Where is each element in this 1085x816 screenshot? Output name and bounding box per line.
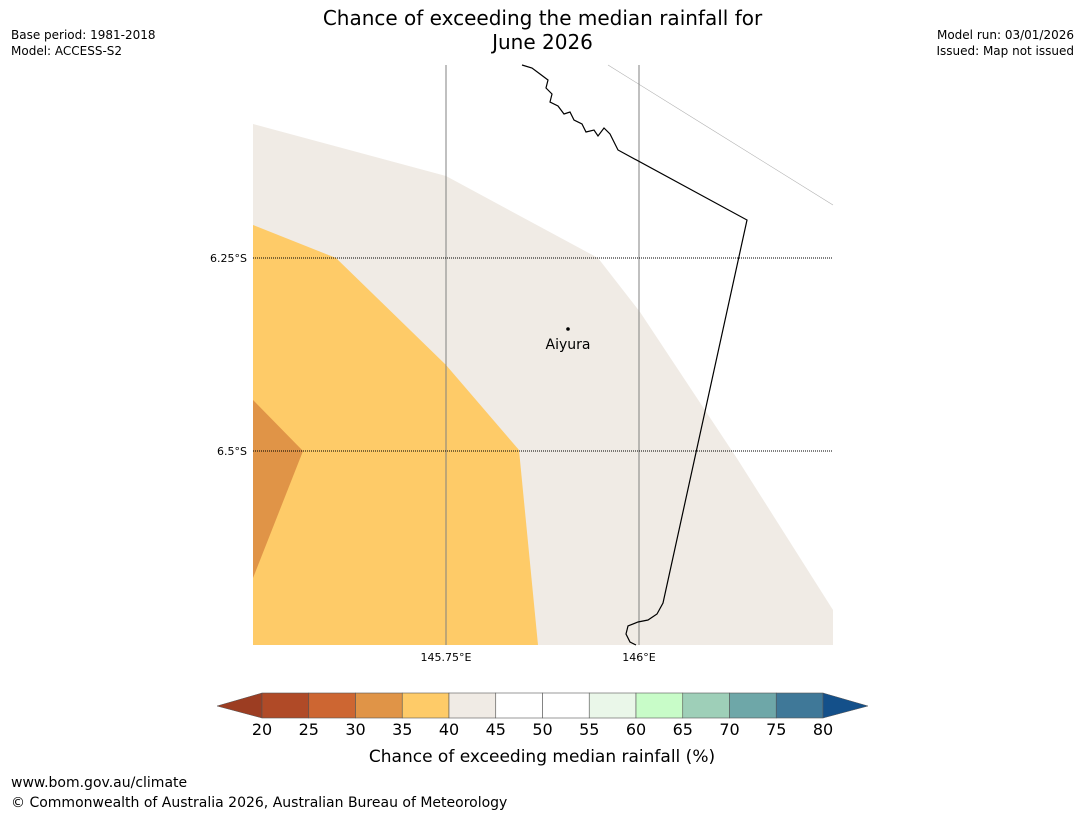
meta-left: Base period: 1981-2018 Model: ACCESS-S2 — [11, 27, 156, 59]
colorbar-cell — [729, 692, 777, 719]
lat-label-6-25: 6.25°S — [210, 252, 247, 265]
colorbar-tick-label: 75 — [766, 720, 786, 739]
colorbar-tick-label: 70 — [719, 720, 739, 739]
colorbar-cell — [355, 692, 403, 719]
colorbar-tick-label: 60 — [626, 720, 646, 739]
colorbar-tick-label: 40 — [439, 720, 459, 739]
colorbar-cell — [495, 692, 543, 719]
footer-url: www.bom.gov.au/climate — [11, 775, 188, 791]
title-line-2: June 2026 — [492, 30, 593, 54]
colorbar-cell — [401, 692, 450, 719]
colorbar-tick-label: 20 — [252, 720, 272, 739]
colorbar-under-arrow — [216, 692, 263, 719]
lon-label-145-75: 145.75°E — [421, 651, 472, 664]
colorbar-tick-label: 45 — [486, 720, 506, 739]
colorbar-tick-label: 30 — [345, 720, 365, 739]
colorbar-tick-label: 35 — [392, 720, 412, 739]
coastline-border — [521, 64, 748, 646]
colorbar-cell — [588, 692, 637, 719]
colorbar-cell — [261, 692, 310, 719]
map-area — [253, 64, 834, 645]
model-name: Model: ACCESS-S2 — [11, 44, 123, 58]
region-30-35 — [253, 400, 303, 578]
colorbar-label: Chance of exceeding median rainfall (%) — [369, 747, 715, 767]
footer-copyright: © Commonwealth of Australia 2026, Austra… — [11, 795, 508, 811]
colorbar-cell — [775, 692, 824, 719]
colorbar-tick-label: 25 — [299, 720, 319, 739]
colorbar-cell — [308, 692, 356, 719]
colorbar-cells — [261, 692, 824, 719]
region-35-40 — [253, 225, 538, 645]
lon-label-146: 146°E — [622, 651, 655, 664]
colorbar-cell — [542, 692, 590, 719]
place-aiyura: Aiyura — [546, 327, 591, 353]
place-label: Aiyura — [546, 337, 591, 353]
colorbar-tick-label: 50 — [532, 720, 552, 739]
colorbar-tick-label: 55 — [579, 720, 599, 739]
issued-status: Issued: Map not issued — [936, 44, 1074, 58]
place-marker-dot — [566, 327, 570, 331]
title-line-1: Chance of exceeding the median rainfall … — [322, 6, 763, 30]
colorbar-cell — [635, 692, 684, 719]
meta-right: Model run: 03/01/2026 Issued: Map not is… — [936, 27, 1074, 59]
base-period: Base period: 1981-2018 — [11, 28, 156, 42]
colorbar-cell — [682, 692, 730, 719]
map-title: Chance of exceeding the median rainfall … — [0, 6, 1085, 54]
colorbar-tick-label: 65 — [673, 720, 693, 739]
colorbar-tick-label: 80 — [813, 720, 833, 739]
model-run: Model run: 03/01/2026 — [936, 28, 1074, 42]
colorbar-over-arrow — [822, 692, 869, 719]
colorbar: 20 25 30 35 40 45 50 55 60 65 70 75 80 Chance of exc… — [216, 692, 869, 767]
faint-boundary-line — [607, 64, 834, 206]
colorbar-ticks: 20 25 30 35 40 45 50 55 60 65 70 75 80 — [252, 720, 833, 739]
lat-label-6-5: 6.5°S — [217, 445, 247, 458]
colorbar-cell — [448, 692, 497, 719]
